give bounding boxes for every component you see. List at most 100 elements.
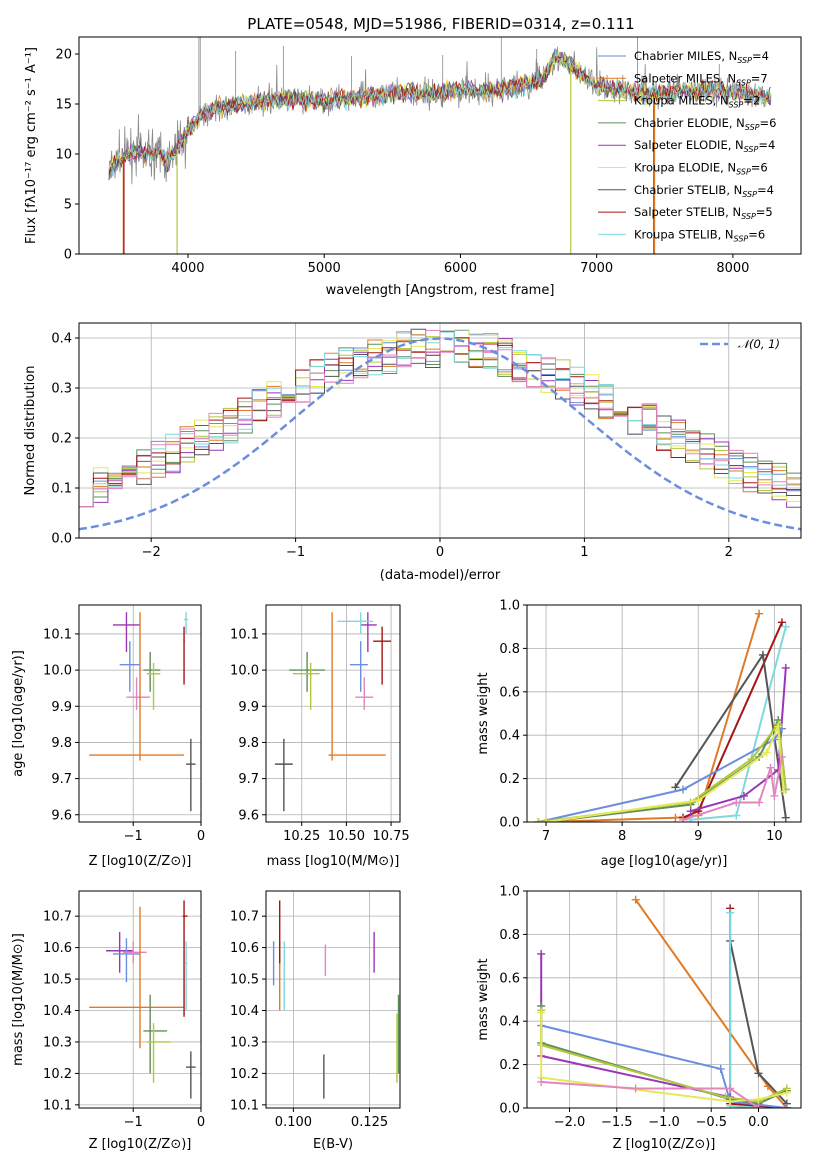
weight-marker-pink xyxy=(777,752,786,761)
y-tick-label: 0.1 xyxy=(51,482,72,497)
x-tick-label: 0 xyxy=(436,545,444,560)
y-axis-label: mass [log10(M/M⊙)] xyxy=(11,933,26,1066)
plot-area xyxy=(108,37,772,254)
y-tick-label: 10.1 xyxy=(43,1098,72,1113)
weight-marker-chabrier_stelib xyxy=(754,1069,763,1078)
y-tick-label: 9.6 xyxy=(51,808,72,823)
x-tick-label: −1 xyxy=(124,829,143,844)
y-tick-label: 10.3 xyxy=(230,1035,259,1050)
model-spectrum-chabrier_miles xyxy=(108,48,772,179)
weight-marker-salpeter_miles xyxy=(631,895,640,904)
weight-marker-pink xyxy=(754,1104,763,1108)
x-tick-label: 8000 xyxy=(716,261,749,276)
plot-frame xyxy=(526,890,802,1109)
weight-marker-kroupa_stelib xyxy=(781,622,790,631)
y-tick-label: 0.3 xyxy=(51,382,72,397)
y-tick-label: 10.5 xyxy=(43,973,72,988)
y-tick-label: 10.1 xyxy=(43,627,72,642)
x-tick-label: 10 xyxy=(766,829,783,844)
weight-marker-pink xyxy=(726,1084,735,1093)
plot-frame xyxy=(526,604,802,823)
x-tick-label: 7000 xyxy=(580,261,613,276)
weight-marker-salpeter_miles xyxy=(671,813,680,822)
y-tick-label: 9.9 xyxy=(51,700,72,715)
x-axis-label: age [log10(age/yr)] xyxy=(601,854,728,869)
legend-label: Kroupa STELIB, NSSP=6 xyxy=(634,227,765,243)
y-tick-label: 10.2 xyxy=(230,1067,259,1082)
weight-marker-salpeter_miles xyxy=(755,609,764,618)
y-tick-label: 0.6 xyxy=(499,685,520,700)
mass-vs-metallicity-panel: −1 0 10.1 10.2 10.3 10.4 10.5 10.6 10.7 Z [log10(… xyxy=(11,890,205,1152)
y-tick-label: 10.0 xyxy=(230,664,259,679)
y-tick-label: 0.0 xyxy=(51,532,72,547)
x-tick-label: 2 xyxy=(725,545,733,560)
x-tick-label: −0.5 xyxy=(695,1115,727,1130)
y-axis-label: Flux [fλ10⁻¹⁷ erg cm⁻² s⁻¹ A⁻¹] xyxy=(24,47,39,244)
legend: Chabrier MILES, NSSP=4 Salpeter MILES, NS… xyxy=(598,49,776,243)
legend-label: Salpeter MILES, NSSP=7 xyxy=(634,71,768,87)
x-tick-label: 4000 xyxy=(171,261,204,276)
plot-area xyxy=(534,609,790,822)
weight-marker-chabrier_miles xyxy=(782,1104,791,1108)
y-tick-label: 0.8 xyxy=(499,642,520,657)
plot-frame xyxy=(265,604,401,823)
x-tick-label: 9 xyxy=(694,829,702,844)
weight-line-pink xyxy=(682,756,783,821)
plot-frame xyxy=(78,322,802,539)
y-tick-label: 1.0 xyxy=(499,885,520,900)
legend-label: Chabrier ELODIE, NSSP=6 xyxy=(634,116,776,132)
x-tick-label: 7 xyxy=(542,829,550,844)
y-tick-label: 0.0 xyxy=(499,816,520,831)
y-tick-label: 10.1 xyxy=(230,1098,259,1113)
y-tick-label: 0.0 xyxy=(499,1102,520,1117)
x-axis-label: Z [log10(Z/Z⊙)] xyxy=(613,1137,716,1152)
x-tick-label: −1.5 xyxy=(601,1115,633,1130)
weight-marker-chabrier_stelib xyxy=(758,650,767,659)
y-tick-label: 9.6 xyxy=(238,808,259,823)
age-vs-mass-panel: 10.25 10.50 10.75 9.6 9.7 9.8 9.9 10.0 10.1 mass … xyxy=(230,604,410,869)
plot-frame xyxy=(78,890,202,1109)
model-spectrum-salpeter_stelib xyxy=(108,54,772,175)
weight-marker-pink xyxy=(679,815,688,822)
y-tick-label: 0.2 xyxy=(499,772,520,787)
plot-area xyxy=(272,900,400,1099)
age-vs-metallicity-panel: −1 0 9.6 9.7 9.8 9.9 10.0 10.1 Z [log10(Z/Z⊙)] ag… xyxy=(11,604,205,869)
histogram-pink xyxy=(79,330,801,508)
x-tick-label: 1 xyxy=(580,545,588,560)
normal-curve xyxy=(79,337,801,531)
weight-marker-salpeter_elodie xyxy=(739,791,748,800)
x-tick-label: 0.0 xyxy=(748,1115,769,1130)
y-tick-label: 9.8 xyxy=(238,736,259,751)
weight-marker-pink xyxy=(770,791,779,800)
y-tick-label: 0.4 xyxy=(499,729,520,744)
x-tick-label: 5000 xyxy=(308,261,341,276)
weight-marker-pink xyxy=(732,798,741,807)
x-tick-label: −2.0 xyxy=(554,1115,586,1130)
weight-marker-kroupa_miles xyxy=(534,818,543,822)
y-tick-label: 10 xyxy=(55,148,72,163)
weight-marker-kroupa_elodie xyxy=(537,1008,546,1017)
legend-label: Kroupa MILES, NSSP=2 xyxy=(634,94,760,110)
plot-area xyxy=(274,612,392,812)
weight-marker-kroupa_miles xyxy=(721,1093,730,1102)
y-tick-label: 9.8 xyxy=(51,736,72,751)
y-tick-label: 5 xyxy=(64,198,72,213)
weight-marker-kroupa_elodie xyxy=(726,1097,735,1106)
y-tick-label: 10.5 xyxy=(230,973,259,988)
legend-label: Chabrier MILES, NSSP=4 xyxy=(634,49,769,65)
mass-vs-extinction-panel: 0.100 0.125 10.1 10.2 10.3 10.4 10.5 10.6 10.7 E(… xyxy=(230,890,401,1152)
legend-label: Salpeter ELODIE, NSSP=4 xyxy=(634,138,775,154)
weight-vs-metallicity-panel: −2.0 −1.5 −1.0 −0.5 0.0 0.0 0.2 0.4 0.6 0.8 1.0 Z [… xyxy=(476,885,802,1152)
y-tick-label: 20 xyxy=(55,48,72,63)
weight-marker-pink xyxy=(766,763,775,772)
y-tick-label: 0.4 xyxy=(51,332,72,347)
x-tick-label: 0.125 xyxy=(351,1115,388,1130)
y-tick-label: 10.3 xyxy=(43,1035,72,1050)
x-axis-label: mass [log10(M/M⊙)] xyxy=(267,854,400,869)
weight-marker-pink xyxy=(631,1084,640,1093)
residuals-panel: −2 −1 0 1 2 0.0 0.1 0.2 0.3 0.4 (data-model)/error… xyxy=(23,322,802,583)
spectrum-title: PLATE=0548, MJD=51986, FIBERID=0314, z=0… xyxy=(247,15,634,33)
plot-area xyxy=(89,900,196,1099)
y-tick-label: 10.2 xyxy=(43,1067,72,1082)
